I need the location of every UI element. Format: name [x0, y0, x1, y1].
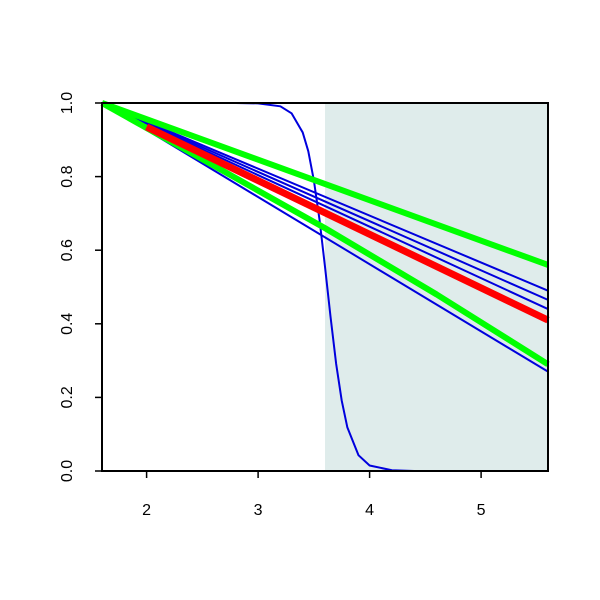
line — [145, 123, 550, 324]
x-tick-label: 4 — [365, 502, 374, 519]
y-tick-label: 1.0 — [59, 92, 76, 114]
line — [102, 102, 548, 472]
y-tick-label: 0.2 — [59, 386, 76, 408]
x-tick-label: 5 — [477, 502, 486, 519]
y-tick-label: 0.8 — [59, 165, 76, 187]
y-tick-label: 0.6 — [59, 239, 76, 261]
line — [101, 102, 549, 301]
shaded-region — [325, 103, 548, 471]
y-tick-label: 0.4 — [59, 313, 76, 335]
plot-frame — [101, 102, 549, 472]
y-tick-label: 0.0 — [59, 460, 76, 482]
x-tick-label: 2 — [142, 502, 151, 519]
line — [101, 102, 549, 292]
line — [101, 102, 549, 310]
line — [100, 100, 550, 268]
x-tick-label: 3 — [254, 502, 263, 519]
